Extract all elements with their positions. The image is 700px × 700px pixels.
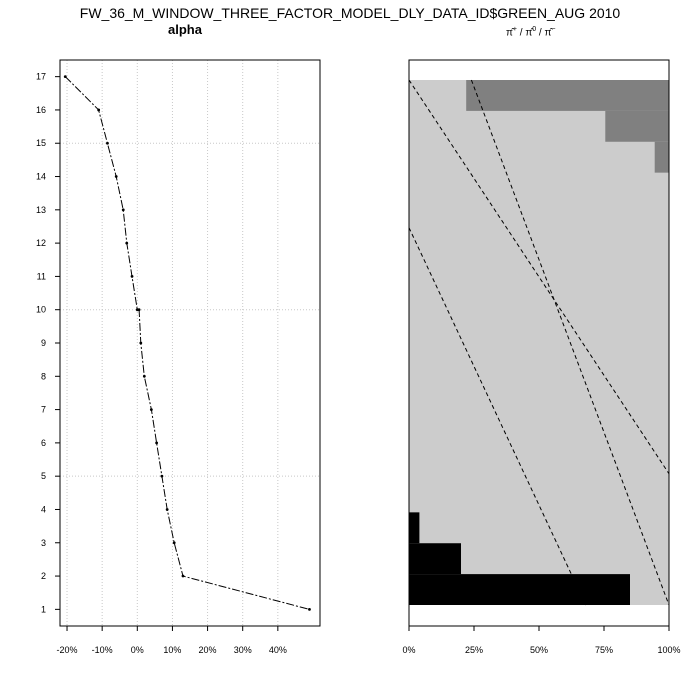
left-panel-title: alpha: [168, 22, 202, 37]
y-tick-label: 13: [36, 205, 46, 215]
x-tick-label: 50%: [530, 645, 548, 655]
plot-frame: [59, 59, 321, 627]
y-tick-label: 11: [37, 271, 46, 281]
negative-area-row2: [409, 543, 461, 575]
y-tick-label: 7: [41, 405, 46, 415]
y-tick-label: 17: [36, 72, 46, 82]
right-panel-title: π̂+ / π̂0 / π̂−: [506, 23, 556, 40]
y-tick-label: 9: [41, 338, 46, 348]
alpha-point: [63, 75, 67, 79]
y-tick-label: 10: [36, 305, 46, 315]
alpha-point: [97, 108, 101, 112]
dashed-guide-line: [408, 79, 670, 475]
dashed-guide-line: [470, 79, 670, 606]
x-tick-label: 20%: [199, 645, 217, 655]
y-tick-label: 5: [41, 471, 46, 481]
x-tick-label: -10%: [92, 645, 113, 655]
alpha-point: [121, 208, 125, 212]
x-tick-label: 0%: [131, 645, 144, 655]
y-tick-label: 15: [36, 138, 46, 148]
pi-plus-sup: +: [512, 26, 517, 33]
x-tick-label: 10%: [163, 645, 181, 655]
pi-plus-symbol: π̂: [506, 27, 513, 39]
alpha-point: [149, 408, 153, 411]
x-tick-label: 25%: [465, 645, 483, 655]
y-tick-label: 2: [41, 571, 46, 581]
y-tick-label: 3: [41, 538, 46, 548]
alpha-line: [64, 76, 310, 610]
alpha-point: [125, 241, 129, 245]
y-tick-label: 1: [41, 604, 46, 614]
alpha-point: [165, 508, 169, 511]
negative-area-row3: [409, 512, 420, 544]
negative-area-row1: [409, 574, 630, 605]
alpha-point: [142, 374, 146, 378]
y-tick-label: 14: [36, 172, 46, 182]
y-tick-label: 12: [36, 238, 46, 248]
x-tick-label: -20%: [57, 645, 78, 655]
neutral-area: [409, 80, 669, 605]
alpha-point: [106, 141, 109, 145]
positive-area-top: [466, 80, 669, 111]
y-tick-label: 16: [36, 105, 46, 115]
x-tick-label: 40%: [269, 645, 287, 655]
alpha-point: [181, 574, 185, 578]
y-tick-label: 6: [41, 438, 46, 448]
alpha-point: [139, 341, 143, 345]
positive-area-step: [654, 141, 669, 173]
alpha-point: [308, 607, 311, 611]
positive-area-step: [605, 110, 669, 142]
main-title: FW_36_M_WINDOW_THREE_FACTOR_MODEL_DLY_DA…: [79, 5, 621, 21]
alpha-point: [155, 441, 159, 445]
alpha-point: [130, 275, 134, 278]
pi-minus-symbol: π̂: [544, 27, 552, 39]
pi-minus-sup: −: [551, 26, 556, 33]
x-tick-label: 100%: [657, 645, 680, 655]
title-sep-1: /: [517, 27, 526, 39]
proportion-panel: 0% 25% 50% 75% 100%: [402, 59, 681, 655]
alpha-point: [137, 308, 141, 312]
alpha-point: [172, 541, 176, 545]
y-tick-label: 4: [41, 504, 46, 514]
y-tick-label: 8: [41, 371, 46, 381]
pi-zero-sup: 0: [532, 26, 537, 33]
alpha-point: [160, 474, 164, 478]
x-tick-label: 75%: [595, 645, 613, 655]
x-tick-label: 30%: [234, 645, 252, 655]
pi-zero-symbol: π̂: [525, 27, 533, 39]
alpha-point: [114, 175, 118, 178]
title-sep-2: /: [536, 27, 545, 39]
x-tick-label: 0%: [402, 645, 415, 655]
